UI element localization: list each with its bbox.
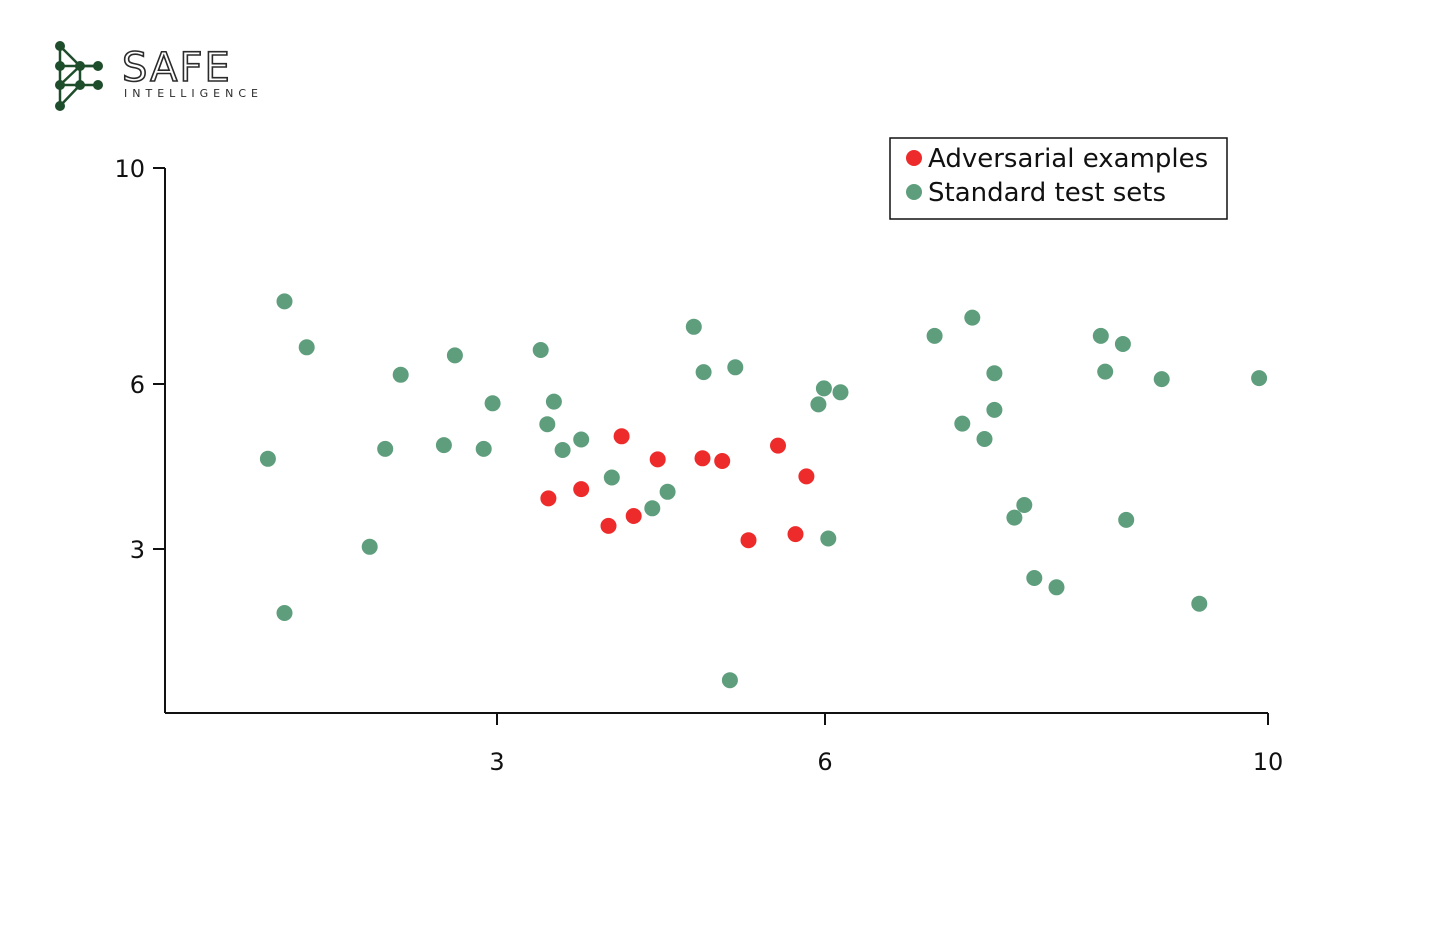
data-points (259, 293, 1268, 689)
standard-point (446, 347, 463, 364)
axes: 3 6 10 3 6 10 (114, 155, 1283, 776)
standard-point (545, 393, 562, 410)
standard-point (392, 366, 409, 383)
network-logo-icon (55, 41, 103, 111)
standard-point (644, 500, 661, 517)
y-tick-label: 3 (130, 536, 145, 564)
standard-point (1153, 371, 1170, 388)
standard-point (1092, 327, 1109, 344)
legend-box (889, 137, 1228, 220)
adversarial-point (573, 481, 590, 498)
brand-name: SAFE (122, 45, 232, 91)
x-tick-label: 3 (489, 748, 504, 776)
standard-point (1016, 497, 1033, 513)
standard-point (259, 450, 276, 467)
standard-point (1114, 336, 1131, 352)
standard-point (815, 380, 832, 397)
standard-point (1251, 370, 1268, 387)
adversarial-point (613, 428, 630, 445)
adversarial-point (770, 437, 786, 454)
standard-point (603, 469, 620, 486)
standard-point (484, 395, 501, 412)
standard-point (1026, 570, 1043, 586)
standard-point (435, 437, 452, 454)
adversarial-point (600, 517, 617, 534)
x-tick-label: 10 (1253, 748, 1284, 776)
standard-point (475, 440, 492, 457)
legend-marker (906, 184, 922, 200)
standard-point (377, 440, 394, 457)
adversarial-point (798, 468, 815, 485)
standard-point (954, 415, 971, 432)
standard-point (964, 309, 981, 326)
standard-point (685, 318, 702, 335)
standard-point (1006, 509, 1023, 526)
standard-point (810, 396, 827, 413)
standard-point (1097, 363, 1114, 380)
standard-point (727, 359, 744, 376)
standard-point (1191, 595, 1208, 612)
standard-point (695, 364, 712, 381)
standard-point (532, 342, 549, 358)
standard-point (276, 605, 293, 621)
standard-point (986, 401, 1003, 418)
y-tick-label: 6 (130, 371, 145, 399)
standard-point (554, 442, 571, 458)
standard-point (926, 327, 943, 344)
adversarial-point (694, 450, 711, 467)
legend-label: Standard test sets (928, 178, 1166, 208)
safe-intelligence-logo: SAFE INTELLIGENCE (55, 41, 263, 111)
standard-point (976, 431, 993, 447)
standard-point (986, 365, 1003, 382)
legend-label: Adversarial examples (928, 144, 1208, 174)
legend: Adversarial examples Standard test sets (889, 137, 1228, 220)
standard-point (539, 416, 556, 433)
standard-point (832, 384, 849, 401)
standard-point (820, 530, 837, 547)
standard-point (573, 431, 590, 448)
y-tick-label: 10 (114, 155, 145, 183)
adversarial-point (649, 451, 666, 468)
standard-point (276, 293, 293, 310)
standard-point (659, 483, 676, 500)
standard-point (298, 339, 315, 356)
brand-tagline: INTELLIGENCE (124, 87, 263, 100)
standard-point (721, 672, 738, 689)
adversarial-point (740, 532, 757, 549)
standard-point (361, 538, 378, 555)
adversarial-point (714, 453, 731, 469)
standard-point (1118, 511, 1135, 528)
adversarial-point (787, 526, 804, 543)
adversarial-point (540, 490, 557, 507)
legend-marker (906, 150, 922, 166)
x-tick-label: 6 (817, 748, 832, 776)
standard-point (1048, 579, 1065, 596)
adversarial-point (625, 508, 642, 524)
